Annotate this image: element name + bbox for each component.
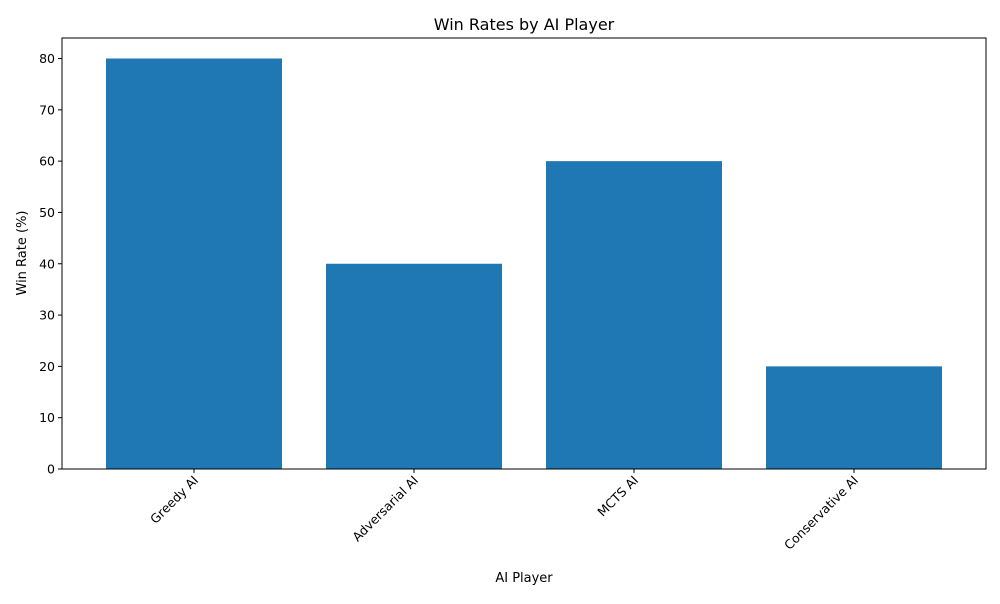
y-tick-label: 70 (39, 102, 55, 117)
x-tick-label: Conservative AI (781, 473, 861, 553)
y-tick-label: 30 (39, 308, 55, 323)
y-tick-label: 40 (39, 256, 55, 271)
y-axis-label: Win Rate (%) (15, 211, 30, 296)
y-tick-label: 20 (39, 359, 55, 374)
y-tick-label: 60 (39, 154, 55, 169)
y-tick-label: 0 (47, 462, 55, 477)
x-axis-label: AI Player (495, 571, 553, 586)
bars-layer (106, 58, 942, 470)
x-tick-label: MCTS AI (594, 473, 641, 520)
y-tick-label: 10 (39, 410, 55, 425)
y-tick-label: 80 (39, 51, 55, 66)
axes-layer (61, 37, 987, 470)
y-tick-label: 50 (39, 205, 55, 220)
bar-conservative-ai (766, 366, 942, 469)
chart-title: Win Rates by AI Player (434, 15, 615, 34)
bar-adversarial-ai (326, 263, 502, 469)
bar-mcts-ai (546, 161, 722, 469)
bar-greedy-ai (106, 58, 282, 470)
x-tick-label: Greedy AI (147, 473, 201, 527)
plot-frame (61, 37, 987, 470)
x-tick-label: Adversarial AI (349, 473, 421, 545)
